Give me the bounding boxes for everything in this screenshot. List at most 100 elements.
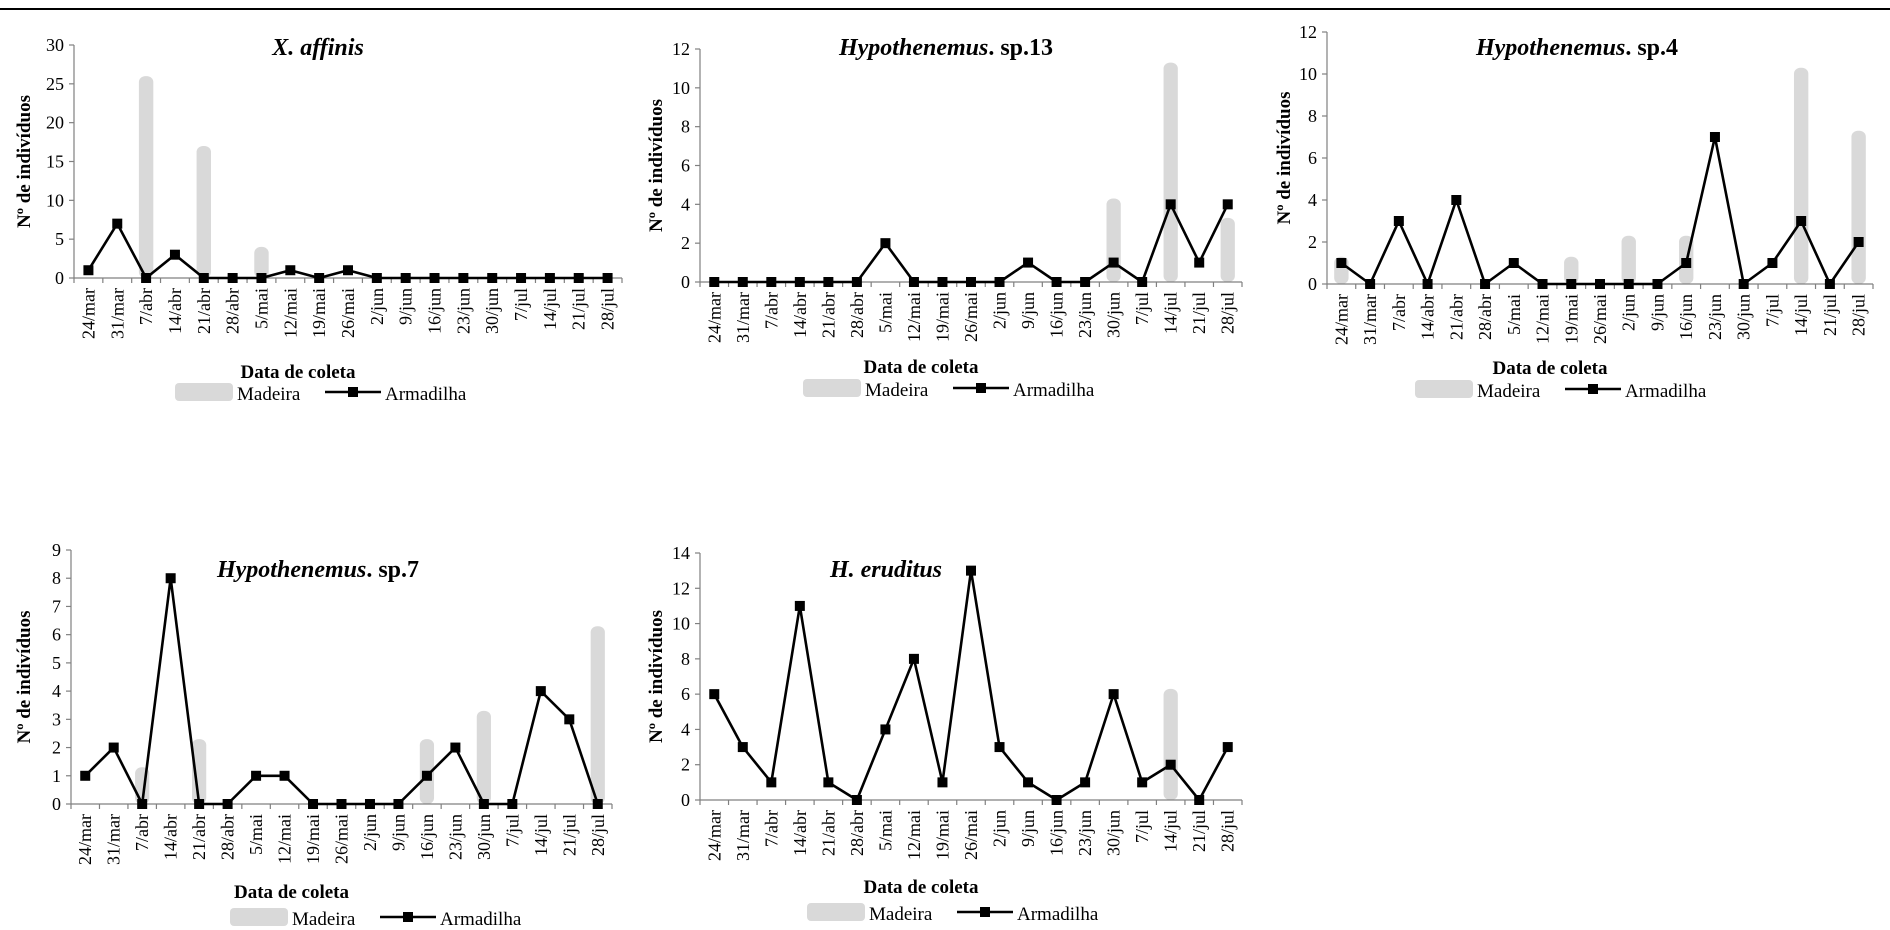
- line-armadilha: [713, 569, 1229, 802]
- marker-armadilha: [222, 799, 233, 809]
- y-tick-label: 14: [672, 543, 690, 563]
- marker-armadilha: [1222, 199, 1233, 210]
- chart-title-italic: Hypothenemus: [838, 35, 988, 61]
- legend: Madeira Armadilha: [803, 379, 1095, 401]
- marker-armadilha: [1165, 759, 1176, 770]
- x-tick-label: 14/jul: [1791, 294, 1811, 336]
- marker-armadilha: [112, 218, 123, 229]
- chart-title-italic: X. affinis: [271, 35, 364, 61]
- marker-armadilha: [966, 565, 976, 576]
- marker-armadilha: [1336, 258, 1347, 268]
- x-tick-label: 23/jun: [453, 288, 473, 334]
- x-tick-label: 9/jun: [1018, 292, 1038, 329]
- y-tick-label: 10: [672, 614, 690, 634]
- x-tick-label: 16/jun: [1676, 294, 1696, 340]
- marker-armadilha: [737, 277, 748, 287]
- y-tick-label: 6: [52, 625, 61, 645]
- x-tick-label: 19/mai: [1561, 294, 1581, 344]
- y-tick-label: 7: [52, 596, 61, 616]
- y-tick-label: 0: [55, 268, 64, 288]
- y-tick-label: 9: [52, 540, 61, 560]
- line-armadilha: [1340, 135, 1860, 286]
- marker-armadilha: [573, 273, 584, 283]
- marker-armadilha: [823, 777, 834, 788]
- x-axis-label: Data de coleta: [863, 357, 979, 378]
- bar-madeira: [1564, 256, 1579, 284]
- marker-armadilha: [602, 273, 613, 283]
- chart-title-rest: . sp.7: [366, 557, 419, 583]
- y-tick-label: 12: [1299, 22, 1317, 42]
- y-axis-label: Nº de indivíduos: [1274, 92, 1295, 225]
- marker-armadilha: [908, 653, 919, 664]
- y-tick-label: 1: [52, 766, 61, 786]
- x-tick-label: 12/mai: [1533, 294, 1553, 344]
- x-tick-label: 2/jun: [990, 810, 1010, 847]
- y-tick-label: 5: [52, 653, 61, 673]
- x-tick-label: 24/mar: [704, 810, 724, 861]
- y-tick-label: 2: [681, 233, 690, 253]
- y-tick-label: 15: [46, 152, 64, 172]
- line-armadilha: [84, 576, 599, 806]
- x-tick-label: 12/mai: [904, 810, 924, 860]
- y-tick-label: 25: [46, 74, 64, 94]
- top-border-line: [0, 8, 1890, 10]
- x-tick-label: 30/jun: [1734, 294, 1754, 340]
- marker-armadilha: [1222, 742, 1233, 753]
- y-tick-label: 5: [55, 229, 64, 249]
- bar-madeira: [1851, 130, 1866, 284]
- marker-armadilha: [1108, 689, 1119, 700]
- x-tick-label: 26/mai: [338, 288, 358, 338]
- legend-madeira-label: Madeira: [237, 384, 301, 405]
- x-tick-label: 21/abr: [1446, 294, 1466, 340]
- marker-armadilha: [1080, 277, 1091, 287]
- x-tick-label: 24/mar: [75, 814, 95, 865]
- x-tick-label: 14/jul: [540, 288, 560, 330]
- y-axis-label: Nº de indivíduos: [646, 99, 667, 232]
- marker-armadilha: [937, 777, 948, 788]
- marker-armadilha: [1365, 279, 1376, 289]
- marker-armadilha: [1738, 279, 1749, 289]
- marker-armadilha: [507, 799, 518, 809]
- x-tick-label: 2/jun: [990, 292, 1010, 329]
- marker-armadilha: [592, 799, 603, 809]
- chart-title: Hypothenemus. sp.7: [216, 557, 419, 583]
- x-axis-label: Data de coleta: [234, 882, 350, 903]
- x-tick-label: 28/abr: [223, 288, 243, 334]
- x-tick-label: 5/mai: [246, 814, 266, 855]
- x-tick-label: 31/mar: [107, 288, 127, 339]
- chart-title: Hypothenemus. sp.13: [838, 35, 1053, 61]
- legend: Madeira Armadilha: [807, 903, 1099, 925]
- marker-armadilha: [343, 265, 353, 276]
- chart-title: Hypothenemus. sp.4: [1475, 35, 1678, 61]
- y-tick-label: 4: [1308, 190, 1317, 210]
- legend-madeira-label: Madeira: [865, 380, 929, 401]
- marker-armadilha: [478, 799, 489, 809]
- marker-armadilha: [516, 273, 527, 283]
- x-tick-label: 19/mai: [303, 814, 323, 864]
- x-tick-label: 7/jul: [1132, 810, 1152, 843]
- y-tick-label: 0: [1308, 274, 1317, 294]
- marker-armadilha: [1080, 777, 1091, 788]
- marker-armadilha: [285, 265, 296, 276]
- x-tick-label: 14/abr: [165, 288, 185, 334]
- x-tick-label: 14/abr: [790, 810, 810, 856]
- marker-armadilha: [994, 277, 1005, 287]
- x-tick-label: 28/jul: [598, 288, 618, 330]
- y-tick-label: 30: [46, 35, 64, 55]
- x-tick-label: 28/jul: [588, 814, 608, 856]
- marker-armadilha: [794, 277, 805, 287]
- marker-armadilha: [1023, 777, 1034, 788]
- marker-armadilha: [1051, 795, 1062, 805]
- chart-5: 0 2 4 6 8 10 12 14 24/mar 31/mar 7/abr 14/abr 21/abr…: [646, 543, 1243, 925]
- x-tick-label: 7/abr: [136, 288, 156, 325]
- x-tick-label: 23/jun: [1075, 292, 1095, 338]
- marker-armadilha: [308, 799, 319, 809]
- x-tick-label: 30/jun: [1104, 810, 1124, 856]
- chart-title-rest: . sp.13: [988, 35, 1053, 61]
- x-tick-label: 7/jul: [502, 814, 522, 847]
- y-tick-label: 12: [672, 578, 690, 598]
- marker-armadilha: [1393, 216, 1404, 226]
- marker-armadilha: [766, 777, 777, 788]
- bar-madeira: [1220, 217, 1235, 282]
- legend: Madeira Armadilha: [175, 383, 467, 405]
